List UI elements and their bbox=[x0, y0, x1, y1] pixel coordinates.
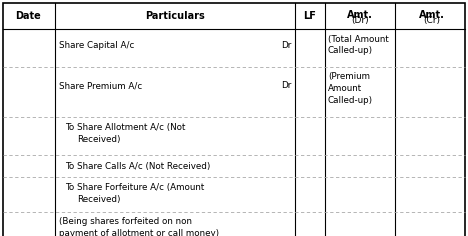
Text: Dr: Dr bbox=[281, 81, 291, 90]
Text: Called-up): Called-up) bbox=[328, 96, 373, 105]
Text: Dr: Dr bbox=[281, 42, 291, 51]
Text: To Share Calls A/c (Not Received): To Share Calls A/c (Not Received) bbox=[65, 161, 211, 170]
Text: payment of allotment or call money): payment of allotment or call money) bbox=[59, 229, 219, 236]
Text: (Premium: (Premium bbox=[328, 72, 370, 81]
Text: To Share Allotment A/c (Not: To Share Allotment A/c (Not bbox=[65, 123, 185, 132]
Text: Called-up): Called-up) bbox=[328, 46, 373, 55]
Text: (Dr): (Dr) bbox=[351, 17, 369, 25]
Text: Received): Received) bbox=[77, 135, 120, 144]
Text: Amount: Amount bbox=[328, 84, 362, 93]
Text: Share Premium A/c: Share Premium A/c bbox=[59, 81, 142, 90]
Text: (Cr): (Cr) bbox=[423, 17, 440, 25]
Text: Date: Date bbox=[15, 11, 40, 21]
Text: (Being shares forfeited on non: (Being shares forfeited on non bbox=[59, 217, 192, 226]
Text: (Total Amount: (Total Amount bbox=[328, 35, 389, 44]
Text: Amt.: Amt. bbox=[418, 10, 445, 20]
Text: LF: LF bbox=[304, 11, 316, 21]
Text: To Share Forfeiture A/c (Amount: To Share Forfeiture A/c (Amount bbox=[65, 183, 204, 192]
Text: Amt.: Amt. bbox=[347, 10, 373, 20]
Text: Received): Received) bbox=[77, 195, 120, 204]
Text: Particulars: Particulars bbox=[145, 11, 205, 21]
Text: Share Capital A/c: Share Capital A/c bbox=[59, 42, 134, 51]
